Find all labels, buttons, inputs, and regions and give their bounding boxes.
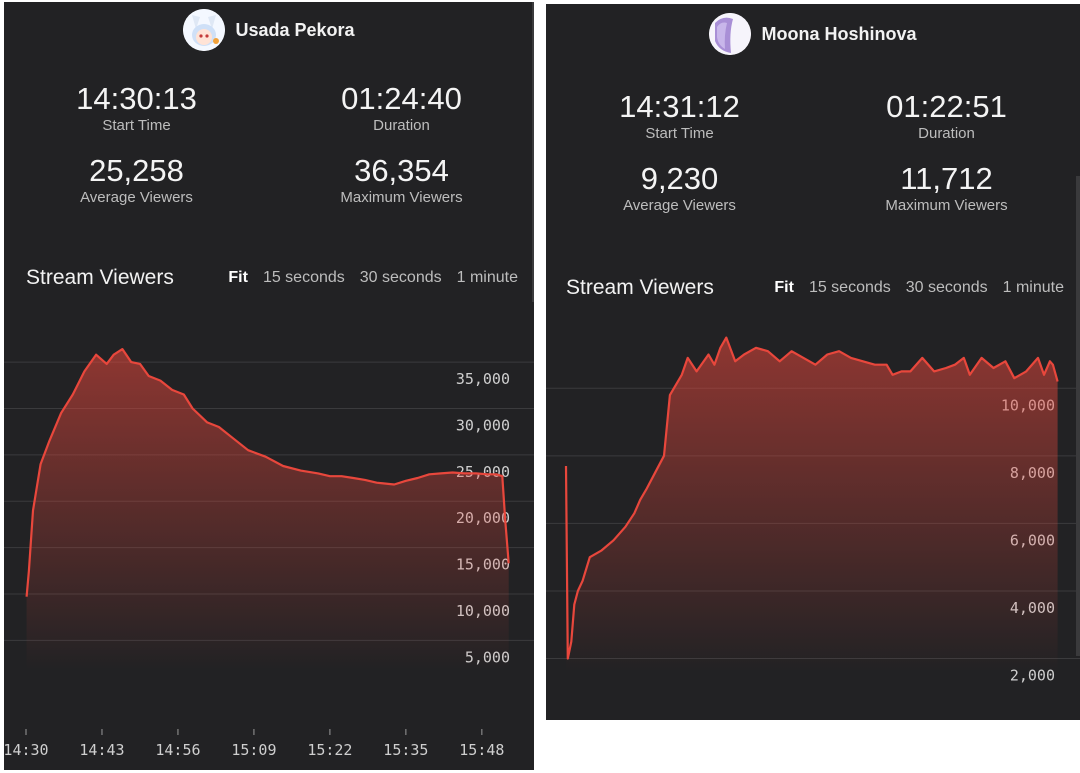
duration-stat: 01:24:40 Duration — [269, 82, 534, 136]
scrollbar[interactable] — [1076, 176, 1080, 656]
chart-header: Stream Viewers Fit 15 seconds 30 seconds… — [566, 276, 1064, 300]
maximum-viewers-stat: 11,712 Maximum Viewers — [813, 162, 1080, 216]
stream-card-moona: Moona Hoshinova 14:31:12 Start Time 01:2… — [546, 4, 1080, 720]
duration-label: Duration — [373, 117, 430, 134]
start-time-label: Start Time — [645, 125, 714, 142]
x-tick-label: 15:09 — [231, 741, 276, 759]
average-viewers-stat: 9,230 Average Viewers — [546, 162, 813, 216]
average-viewers-label: Average Viewers — [623, 197, 736, 214]
viewers-chart-pekora: 5,00010,00015,00020,00025,00030,00035,00… — [4, 348, 534, 759]
x-tick-label: 15:35 — [383, 741, 428, 759]
viewers-area — [566, 337, 1058, 672]
chart-title: Stream Viewers — [566, 276, 714, 299]
x-tick-label: 14:43 — [79, 741, 124, 759]
maximum-viewers-label: Maximum Viewers — [885, 197, 1008, 214]
viewers-area — [26, 349, 509, 670]
chart-title: Stream Viewers — [26, 266, 174, 289]
streamer-header: Usada Pekora — [4, 8, 534, 52]
range-fit-button[interactable]: Fit — [774, 279, 794, 296]
range-30-seconds-button[interactable]: 30 seconds — [905, 279, 988, 296]
duration-value: 01:22:51 — [886, 89, 1007, 124]
start-time-value: 14:30:13 — [76, 81, 197, 116]
average-viewers-value: 25,258 — [89, 153, 184, 188]
start-time-stat: 14:31:12 Start Time — [546, 90, 813, 144]
viewers-chart-moona: 2,0004,0006,0008,00010,000 — [546, 336, 1080, 684]
range-1-minute-button[interactable]: 1 minute — [1002, 279, 1064, 296]
x-tick-label: 14:30 — [4, 741, 49, 759]
range-fit-button[interactable]: Fit — [228, 269, 248, 286]
average-viewers-label: Average Viewers — [80, 189, 193, 206]
range-30-seconds-button[interactable]: 30 seconds — [359, 269, 442, 286]
streamer-name: Moona Hoshinova — [761, 23, 917, 44]
stream-stats: 14:30:13 Start Time 01:24:40 Duration 25… — [4, 82, 534, 208]
streamer-name: Usada Pekora — [235, 19, 355, 40]
y-tick-label: 35,000 — [456, 370, 510, 388]
range-1-minute-button[interactable]: 1 minute — [456, 269, 518, 286]
stream-card-pekora: Usada Pekora 14:30:13 Start Time 01:24:4… — [4, 2, 534, 770]
moona-avatar — [709, 13, 752, 55]
stream-stats: 14:31:12 Start Time 01:22:51 Duration 9,… — [546, 90, 1080, 216]
average-viewers-stat: 25,258 Average Viewers — [4, 154, 269, 208]
x-tick-label: 14:56 — [155, 741, 200, 759]
pekora-avatar — [183, 9, 226, 51]
scrollbar[interactable] — [532, 2, 534, 302]
maximum-viewers-value: 36,354 — [354, 153, 449, 188]
range-15-seconds-button[interactable]: 15 seconds — [808, 279, 891, 296]
viewers-line — [564, 336, 1059, 660]
y-tick-label: 30,000 — [456, 416, 510, 434]
x-tick-label: 15:48 — [459, 741, 504, 759]
duration-label: Duration — [918, 125, 975, 142]
maximum-viewers-value: 11,712 — [900, 161, 993, 196]
viewers-line — [25, 348, 510, 597]
average-viewers-value: 9,230 — [640, 161, 719, 196]
streamer-header: Moona Hoshinova — [546, 12, 1080, 56]
maximum-viewers-label: Maximum Viewers — [340, 189, 463, 206]
maximum-viewers-stat: 36,354 Maximum Viewers — [269, 154, 534, 208]
range-15-seconds-button[interactable]: 15 seconds — [262, 269, 345, 286]
start-time-label: Start Time — [102, 117, 171, 134]
range-selector: Fit 15 seconds 30 seconds 1 minute — [228, 269, 518, 287]
range-selector: Fit 15 seconds 30 seconds 1 minute — [774, 279, 1064, 297]
x-tick-label: 15:22 — [307, 741, 352, 759]
chart-header: Stream Viewers Fit 15 seconds 30 seconds… — [26, 266, 518, 290]
start-time-stat: 14:30:13 Start Time — [4, 82, 269, 136]
start-time-value: 14:31:12 — [619, 89, 740, 124]
duration-stat: 01:22:51 Duration — [813, 90, 1080, 144]
duration-value: 01:24:40 — [341, 81, 462, 116]
